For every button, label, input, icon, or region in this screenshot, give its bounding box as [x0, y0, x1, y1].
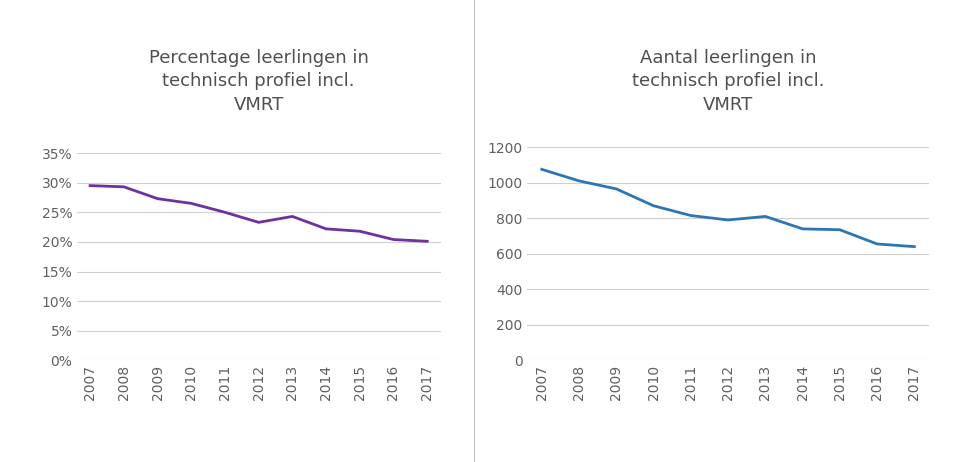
- Title: Aantal leerlingen in
technisch profiel incl.
VMRT: Aantal leerlingen in technisch profiel i…: [632, 49, 824, 114]
- Title: Percentage leerlingen in
technisch profiel incl.
VMRT: Percentage leerlingen in technisch profi…: [148, 49, 369, 114]
